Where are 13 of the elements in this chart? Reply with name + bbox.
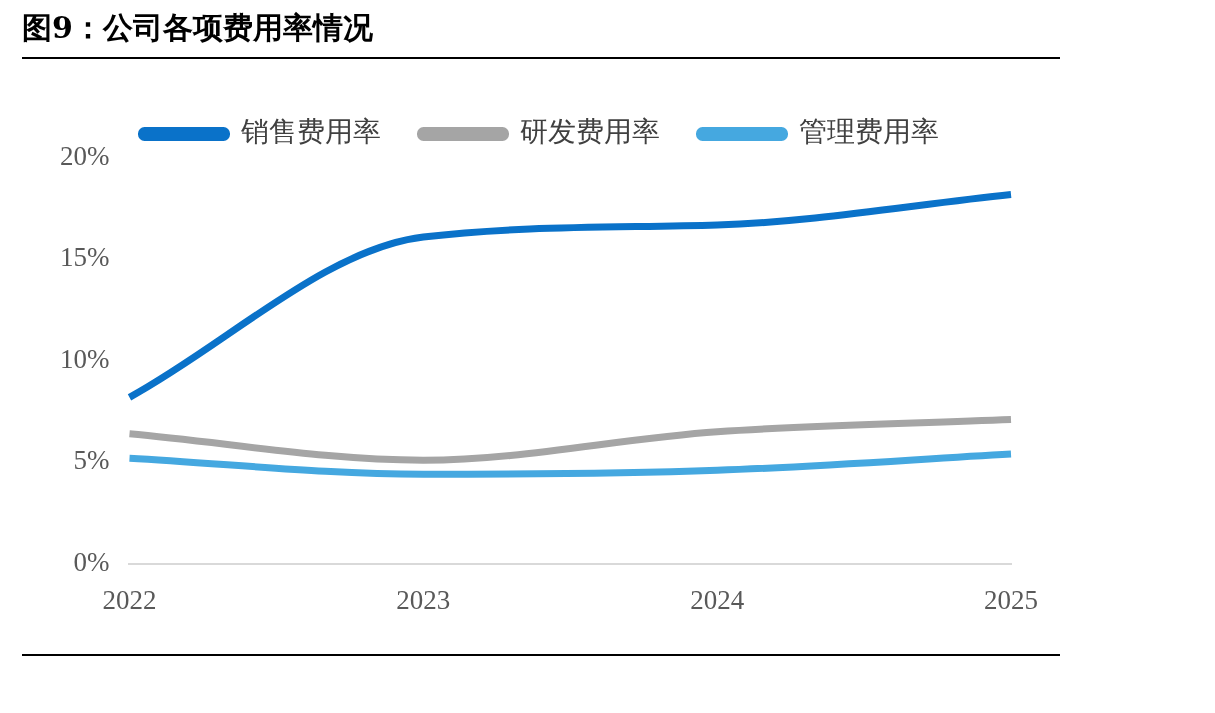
chart-title: 图9：公司各项费用率情况 bbox=[22, 8, 1060, 59]
legend-label: 销售费用率 bbox=[239, 115, 381, 149]
x-tick-label: 2022 bbox=[102, 584, 157, 615]
x-tick-label: 2023 bbox=[396, 584, 451, 615]
y-tick-label: 10% bbox=[59, 343, 110, 374]
x-tick-label: 2024 bbox=[690, 584, 745, 615]
y-tick-label: 0% bbox=[73, 546, 110, 577]
legend-label: 管理费用率 bbox=[798, 115, 939, 149]
y-tick-label: 5% bbox=[73, 445, 110, 476]
legend-label: 研发费用率 bbox=[519, 115, 660, 149]
y-tick-label: 15% bbox=[59, 242, 110, 273]
x-tick-label: 2025 bbox=[984, 584, 1038, 615]
y-tick-label: 20% bbox=[59, 141, 110, 172]
